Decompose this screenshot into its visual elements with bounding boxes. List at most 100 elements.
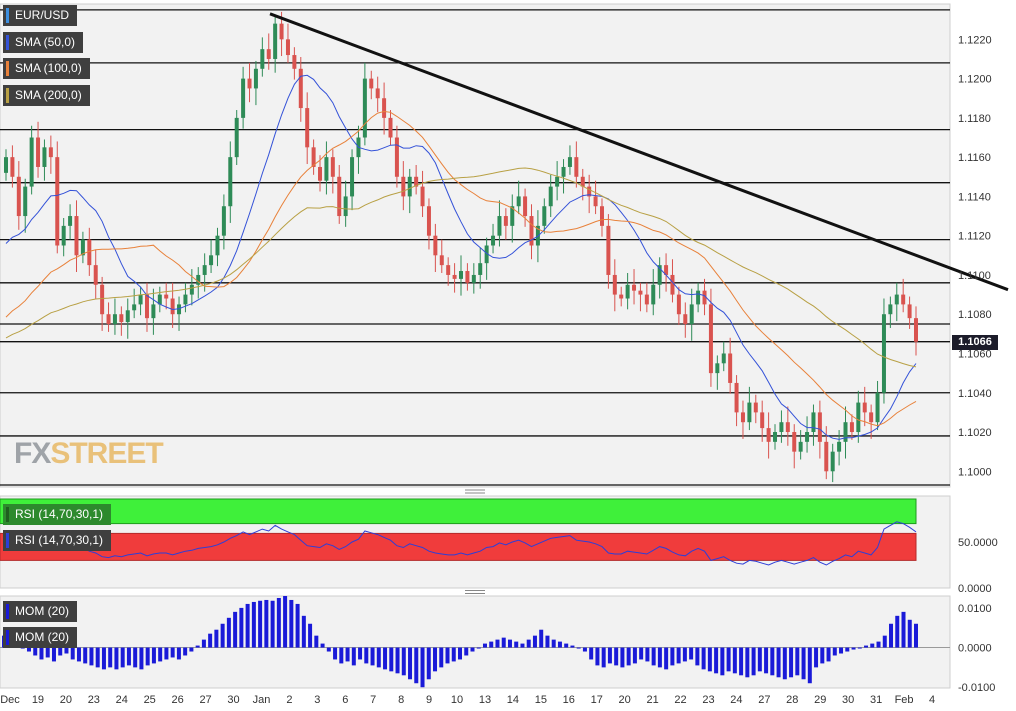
candle-body: [452, 274, 457, 279]
candle: [785, 406, 790, 446]
legend-rsi-2[interactable]: RSI (14,70,30,1): [3, 530, 112, 551]
mom-bar: [451, 647, 456, 662]
legend-mom-1[interactable]: MOM (20): [3, 601, 77, 622]
candle: [29, 125, 34, 195]
mom-bar: [295, 603, 300, 648]
mom-bar: [770, 647, 775, 676]
candle-body: [792, 432, 797, 452]
rsi-oversold-zone: [0, 532, 917, 561]
legend-mom-1-swatch: [6, 604, 9, 619]
date-tick-label: 20: [619, 694, 631, 706]
candle: [394, 125, 399, 188]
candle-body: [138, 294, 143, 305]
candle: [914, 306, 918, 356]
candle-body: [42, 147, 47, 167]
candle-body: [29, 137, 34, 187]
legend-sma200[interactable]: SMA (200,0): [3, 85, 90, 106]
candle-body: [503, 216, 508, 226]
candle-body: [382, 98, 387, 118]
candle-body: [465, 271, 470, 283]
candle: [138, 286, 143, 316]
candle: [529, 204, 534, 260]
candle: [119, 306, 124, 336]
mom-bar: [164, 647, 169, 660]
candle: [542, 198, 547, 234]
price-tick-label: 1.1020: [958, 427, 992, 439]
candle: [61, 218, 66, 257]
candle: [221, 194, 226, 250]
candle-body: [74, 216, 79, 256]
candle-body: [632, 284, 637, 291]
mom-bar: [482, 643, 487, 648]
candle-body: [638, 290, 643, 295]
mom-bar: [326, 647, 331, 652]
candle: [189, 269, 194, 306]
mom-bar: [732, 647, 737, 674]
candle: [375, 76, 380, 112]
mom-bar: [782, 647, 787, 680]
candle-body: [869, 412, 874, 423]
candle: [369, 70, 374, 100]
mom-bar: [89, 647, 94, 666]
mom-bar: [245, 603, 250, 648]
candle: [567, 145, 572, 175]
mom-bar: [532, 635, 537, 648]
date-tick-label: 4: [929, 694, 935, 706]
candle: [548, 174, 553, 218]
candle-body: [862, 402, 867, 413]
legend-rsi-1[interactable]: RSI (14,70,30,1): [3, 504, 112, 525]
mom-bar: [414, 647, 419, 684]
candle: [612, 259, 617, 312]
candle: [907, 296, 912, 329]
candle-body: [36, 137, 41, 167]
candle-body: [61, 225, 66, 246]
candle-body: [734, 382, 739, 413]
legend-eurusd[interactable]: EUR/USD: [3, 5, 78, 26]
candle-body: [144, 294, 149, 319]
mom-bar: [314, 635, 319, 648]
mom-bar: [501, 637, 506, 648]
candle-body: [318, 166, 323, 181]
candle-body: [901, 294, 906, 305]
mom-bar: [870, 643, 875, 648]
candle-body: [606, 225, 611, 275]
candle: [273, 15, 278, 73]
mom-bar: [632, 647, 637, 664]
legend-sma50[interactable]: SMA (50,0): [3, 32, 84, 53]
candle-body: [426, 206, 431, 236]
candle-body: [773, 432, 778, 442]
date-tick-label: 24: [116, 694, 128, 706]
date-tick-label: 26: [172, 694, 184, 706]
mom-bar: [914, 623, 918, 648]
last-price-badge: 1.1066: [952, 335, 998, 350]
mom-bar: [820, 647, 825, 664]
candle: [144, 282, 149, 332]
legend-sma100[interactable]: SMA (100,0): [3, 58, 90, 79]
price-tick-label: 1.1000: [958, 466, 992, 478]
mom-bar: [545, 635, 550, 648]
candle-body: [914, 318, 918, 342]
candle-body: [48, 147, 53, 158]
mom-bar: [195, 645, 200, 648]
candle-body: [644, 294, 649, 305]
legend-mom-2[interactable]: MOM (20): [3, 627, 77, 648]
candle-body: [657, 265, 662, 285]
candle-body: [516, 196, 521, 207]
mom-bar: [682, 647, 687, 662]
candle: [292, 47, 297, 80]
price-tick-label: 1.1120: [958, 231, 991, 243]
mom-bar: [745, 647, 750, 678]
mom-bar: [470, 647, 475, 652]
candle-body: [414, 176, 419, 187]
mom-bar: [289, 599, 294, 648]
candle-body: [459, 271, 463, 279]
candle-body: [375, 88, 380, 99]
mom-bar: [114, 647, 119, 670]
candle-body: [100, 284, 105, 315]
legend-sma200-swatch: [6, 88, 9, 103]
mom-bar: [651, 647, 656, 666]
candle-body: [567, 157, 572, 167]
mom-bar: [258, 600, 263, 648]
candle: [446, 257, 451, 286]
candle: [157, 286, 162, 313]
